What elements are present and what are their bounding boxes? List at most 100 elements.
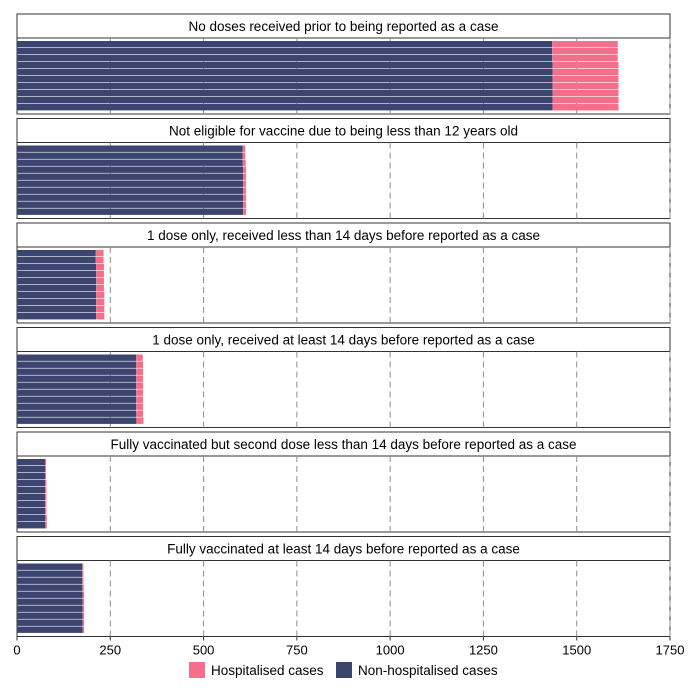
waffle-bar-non-hospitalised [17, 375, 137, 382]
waffle-bar-non-hospitalised [17, 501, 45, 508]
facet-label: Not eligible for vaccine due to being le… [169, 124, 518, 139]
waffle-bar-hospitalised [136, 417, 144, 424]
waffle-bar-non-hospitalised [17, 306, 97, 313]
waffle-bar-non-hospitalised [17, 361, 137, 368]
waffle-bar-non-hospitalised [17, 208, 244, 215]
x-tick-label: 750 [286, 643, 308, 658]
waffle-bar-hospitalised [136, 389, 144, 396]
waffle-bar-non-hospitalised [17, 403, 137, 410]
waffle-bar-non-hospitalised [17, 55, 553, 62]
waffle-bar-hospitalised [82, 598, 85, 605]
waffle-bar-hospitalised [243, 201, 247, 208]
facet-strip [16, 222, 671, 248]
facet-panel: Fully vaccinated at least 14 days before… [16, 536, 671, 637]
waffle-bar-non-hospitalised [17, 278, 97, 285]
waffle-bar-hospitalised [552, 76, 619, 83]
legend-key-non-hospitalised [336, 662, 352, 678]
waffle-bar-non-hospitalised [17, 487, 45, 494]
facet-panel: 1 dose only, received at least 14 days b… [16, 327, 671, 428]
waffle-bar-non-hospitalised [17, 166, 244, 173]
waffle-bar-hospitalised [44, 466, 47, 473]
waffle-bar-hospitalised [243, 194, 247, 201]
waffle-bar-hospitalised [96, 285, 104, 292]
waffle-bar-non-hospitalised [17, 173, 244, 180]
waffle-bar-non-hospitalised [17, 368, 137, 375]
panel-background [16, 246, 671, 324]
waffle-bar-hospitalised [136, 375, 144, 382]
waffle-bar-hospitalised [136, 410, 144, 417]
waffle-bar-hospitalised [136, 403, 144, 410]
x-tick-label: 1500 [562, 643, 591, 658]
waffle-bar-hospitalised [44, 480, 47, 487]
waffle-bar-hospitalised [552, 104, 619, 111]
waffle-bar-hospitalised [552, 69, 619, 76]
waffle-bar-non-hospitalised [17, 299, 97, 306]
facet-panel: 1 dose only, received less than 14 days … [16, 222, 671, 324]
waffle-bar-hospitalised [96, 264, 104, 271]
waffle-bar-hospitalised [552, 97, 619, 104]
waffle-bar-non-hospitalised [17, 417, 137, 424]
waffle-bar-non-hospitalised [17, 410, 137, 417]
waffle-bar-non-hospitalised [17, 201, 244, 208]
facet-label: Fully vaccinated at least 14 days before… [167, 542, 520, 557]
waffle-bar-hospitalised [82, 619, 85, 626]
waffle-bar-non-hospitalised [17, 271, 97, 278]
facet-strip [16, 327, 671, 352]
waffle-bar-hospitalised [95, 257, 104, 264]
x-tick-label: 0 [13, 643, 20, 658]
x-tick-label: 1250 [469, 643, 498, 658]
waffle-bar-hospitalised [96, 292, 105, 299]
facet-panel: No doses received prior to being reporte… [16, 13, 671, 115]
panel-background [16, 560, 671, 637]
waffle-bar-non-hospitalised [17, 396, 137, 403]
waffle-bar-hospitalised [96, 271, 104, 278]
waffle-bar-hospitalised [44, 487, 47, 494]
waffle-bar-hospitalised [96, 313, 105, 320]
waffle-bar-hospitalised [44, 459, 47, 466]
waffle-bar-hospitalised [82, 591, 85, 598]
waffle-bar-hospitalised [82, 626, 85, 633]
waffle-bar-hospitalised [82, 563, 84, 570]
legend-label: Non-hospitalised cases [358, 663, 498, 678]
waffle-bar-non-hospitalised [17, 257, 96, 264]
waffle-bar-hospitalised [552, 41, 618, 48]
waffle-bar-hospitalised [136, 396, 144, 403]
waffle-bar-non-hospitalised [17, 459, 45, 466]
waffle-bar-non-hospitalised [17, 83, 553, 90]
waffle-bar-hospitalised [243, 166, 247, 173]
waffle-bar-non-hospitalised [17, 194, 244, 201]
waffle-bar-non-hospitalised [17, 90, 553, 97]
waffle-bar-non-hospitalised [17, 612, 83, 619]
waffle-bar-hospitalised [82, 570, 84, 577]
waffle-bar-hospitalised [96, 278, 104, 285]
waffle-bar-hospitalised [136, 382, 144, 389]
waffle-bar-non-hospitalised [17, 522, 46, 529]
facet-label: 1 dose only, received at least 14 days b… [152, 333, 534, 348]
waffle-bar-hospitalised [136, 354, 143, 361]
facet-label: 1 dose only, received less than 14 days … [147, 228, 540, 243]
waffle-bar-non-hospitalised [17, 466, 45, 473]
waffle-bar-hospitalised [45, 515, 47, 522]
facet-strip [16, 13, 671, 39]
waffle-bar-hospitalised [44, 501, 47, 508]
waffle-bar-non-hospitalised [17, 285, 97, 292]
waffle-bar-non-hospitalised [17, 41, 553, 48]
facet-label: Fully vaccinated but second dose less th… [110, 437, 576, 452]
waffle-bar-non-hospitalised [17, 626, 83, 633]
waffle-bar-non-hospitalised [17, 515, 46, 522]
waffle-bar-hospitalised [552, 62, 619, 69]
waffle-bar-non-hospitalised [17, 187, 244, 194]
waffle-bar-non-hospitalised [17, 48, 553, 55]
waffle-bar-non-hospitalised [17, 152, 243, 159]
waffle-bar-non-hospitalised [17, 76, 553, 83]
waffle-bar-non-hospitalised [17, 494, 45, 501]
waffle-bar-non-hospitalised [17, 145, 243, 152]
waffle-bar-non-hospitalised [17, 180, 244, 187]
waffle-bar-non-hospitalised [17, 591, 83, 598]
facet-strip [16, 431, 671, 457]
waffle-bar-non-hospitalised [17, 159, 243, 166]
facet-panel: Fully vaccinated but second dose less th… [16, 431, 671, 533]
waffle-bar-hospitalised [552, 55, 618, 62]
waffle-bar-non-hospitalised [17, 250, 96, 257]
waffle-bar-non-hospitalised [17, 508, 45, 515]
